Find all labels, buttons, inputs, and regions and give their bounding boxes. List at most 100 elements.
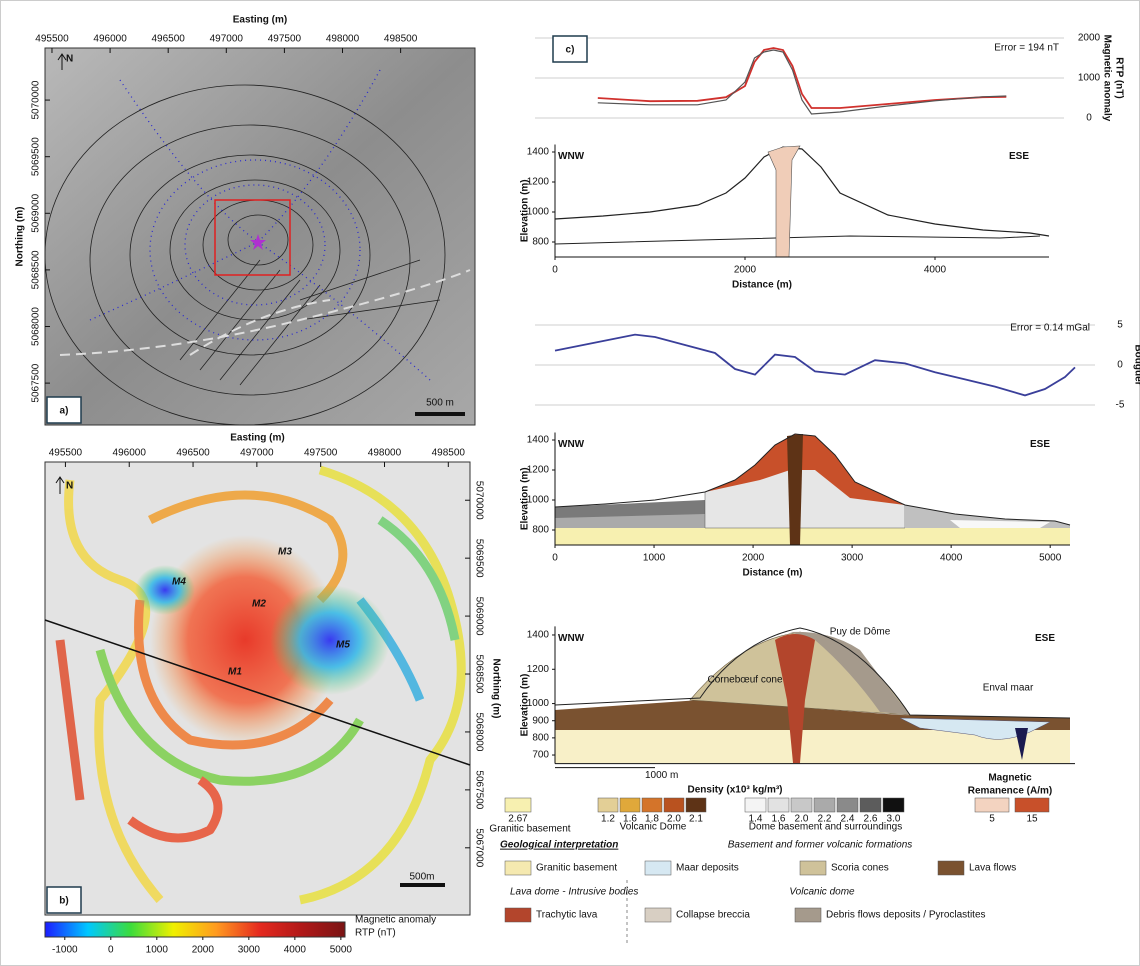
legend-swatch (505, 908, 531, 922)
y-tick-label: 800 (532, 733, 549, 744)
y-axis-title: Bouguer (1132, 344, 1140, 385)
annotation: Cornebœuf cone (707, 675, 782, 686)
anomaly-label: M4 (172, 577, 186, 588)
legend-swatch (938, 861, 964, 875)
legend-item: Granitic basement (536, 863, 617, 874)
annotation: Enval maar (983, 683, 1034, 694)
x-tick-label: 1000 (643, 553, 666, 564)
colorbar-title: RTP (nT) (355, 928, 396, 939)
legend-title: Density (x10³ kg/m³) (687, 785, 782, 796)
x-axis-title: Easting (m) (230, 433, 284, 444)
y-tick-label: 5070000 (31, 80, 42, 119)
y-tick-label: 900 (532, 715, 549, 726)
x-tick-label: 498500 (432, 448, 466, 459)
y-tick-label: 5068000 (31, 307, 42, 346)
anomaly-label: M5 (336, 640, 350, 651)
legend-swatch (814, 798, 835, 812)
colorbar-tick-label: 4000 (284, 945, 307, 956)
x-tick-label: 497500 (304, 448, 338, 459)
legend-item: Collapse breccia (676, 910, 750, 921)
y-tick-label: 5067500 (473, 770, 484, 809)
legend-title: Geological interpretation (500, 840, 618, 851)
y-tick-label: 2000 (1078, 33, 1101, 44)
legend-swatch (791, 798, 812, 812)
colorbar-tick-label: 0 (108, 945, 114, 956)
error-annotation: Error = 0.14 mGal (1010, 322, 1090, 333)
profile-line (598, 50, 1007, 114)
legend-swatch (768, 798, 789, 812)
y-tick-label: 1400 (527, 630, 550, 641)
y-axis-title: Elevation (m) (520, 467, 531, 530)
legend-swatch (598, 798, 618, 812)
y-tick-label: 800 (532, 525, 549, 536)
x-tick-label: 496500 (152, 34, 186, 45)
legend-value: 1.2 (601, 814, 615, 825)
legend-header: Volcanic dome (789, 887, 855, 898)
colorbar-tick-label: 3000 (238, 945, 261, 956)
section-1-geometry (555, 146, 1049, 257)
x-tick-label: 496500 (176, 448, 210, 459)
y-tick-label: 5070000 (473, 481, 484, 520)
figure: Easting (m) 495500 496000 496500 497000 49750… (0, 0, 1140, 966)
y-tick-label: 700 (532, 750, 549, 761)
legend-swatch (664, 798, 684, 812)
anomaly-label: M2 (252, 599, 266, 610)
y-tick-label: 5068000 (473, 712, 484, 751)
colorbar-tick-label: 2000 (192, 945, 215, 956)
scale-label: 500m (409, 872, 434, 883)
x-tick-label: 496000 (93, 34, 127, 45)
legend-swatch (645, 908, 671, 922)
x-tick-label: 495500 (35, 34, 69, 45)
y-axis-title: Northing (m) (15, 207, 26, 267)
y-tick-label: 0 (1086, 113, 1092, 124)
y-tick-label: -5 (1116, 400, 1125, 411)
legend-value: 2.1 (689, 814, 703, 825)
y-tick-label: 1400 (527, 435, 550, 446)
y-tick-label: 0 (1117, 360, 1123, 371)
panel-label: a) (60, 406, 69, 417)
x-tick-label: 497500 (268, 34, 302, 45)
legend-swatch (883, 798, 904, 812)
y-tick-label: 1400 (527, 147, 550, 158)
x-tick-label: 4000 (924, 265, 947, 276)
y-tick-label: 5068500 (31, 250, 42, 289)
y-tick-label: 5069500 (473, 539, 484, 578)
x-axis-title: Easting (m) (233, 15, 287, 26)
legend-item: Trachytic lava (536, 910, 598, 921)
x-axis-title: Distance (m) (742, 568, 802, 579)
side-label: ESE (1030, 439, 1050, 450)
legend-item: Scoria cones (831, 863, 889, 874)
side-label: WNW (558, 633, 585, 644)
x-tick-label: 0 (552, 265, 558, 276)
side-label: WNW (558, 151, 585, 162)
scale-label: 1000 m (645, 770, 678, 781)
y-tick-label: 5069500 (31, 137, 42, 176)
scale-label: 500 m (426, 398, 454, 409)
colorbar-tick-label: 5000 (330, 945, 353, 956)
legend-swatch (645, 861, 671, 875)
legend-swatch (1015, 798, 1049, 812)
legend-group-name: Volcanic Dome (620, 822, 687, 833)
legend-title: Magnetic (988, 773, 1032, 784)
legend-swatch (745, 798, 766, 812)
error-annotation: Error = 194 nT (994, 43, 1059, 54)
panel-label: b) (59, 896, 68, 907)
legend-swatch (686, 798, 706, 812)
y-axis-title: Northing (m) (490, 659, 501, 719)
anomaly-label: M1 (228, 667, 242, 678)
legend-swatch (642, 798, 662, 812)
side-label: WNW (558, 439, 585, 450)
legend-swatch (505, 861, 531, 875)
y-tick-label: 5068500 (473, 655, 484, 694)
north-label: N (66, 481, 73, 492)
y-tick-label: 1000 (1078, 73, 1101, 84)
legend-swatch (975, 798, 1009, 812)
legend-value: 5 (989, 814, 995, 825)
legend-group-name: Granitic basement (489, 824, 570, 835)
x-tick-label: 2000 (734, 265, 757, 276)
side-label: ESE (1009, 151, 1029, 162)
legend-swatch (837, 798, 858, 812)
x-tick-label: 497000 (240, 448, 274, 459)
legend-swatch (620, 798, 640, 812)
x-tick-label: 495500 (49, 448, 83, 459)
